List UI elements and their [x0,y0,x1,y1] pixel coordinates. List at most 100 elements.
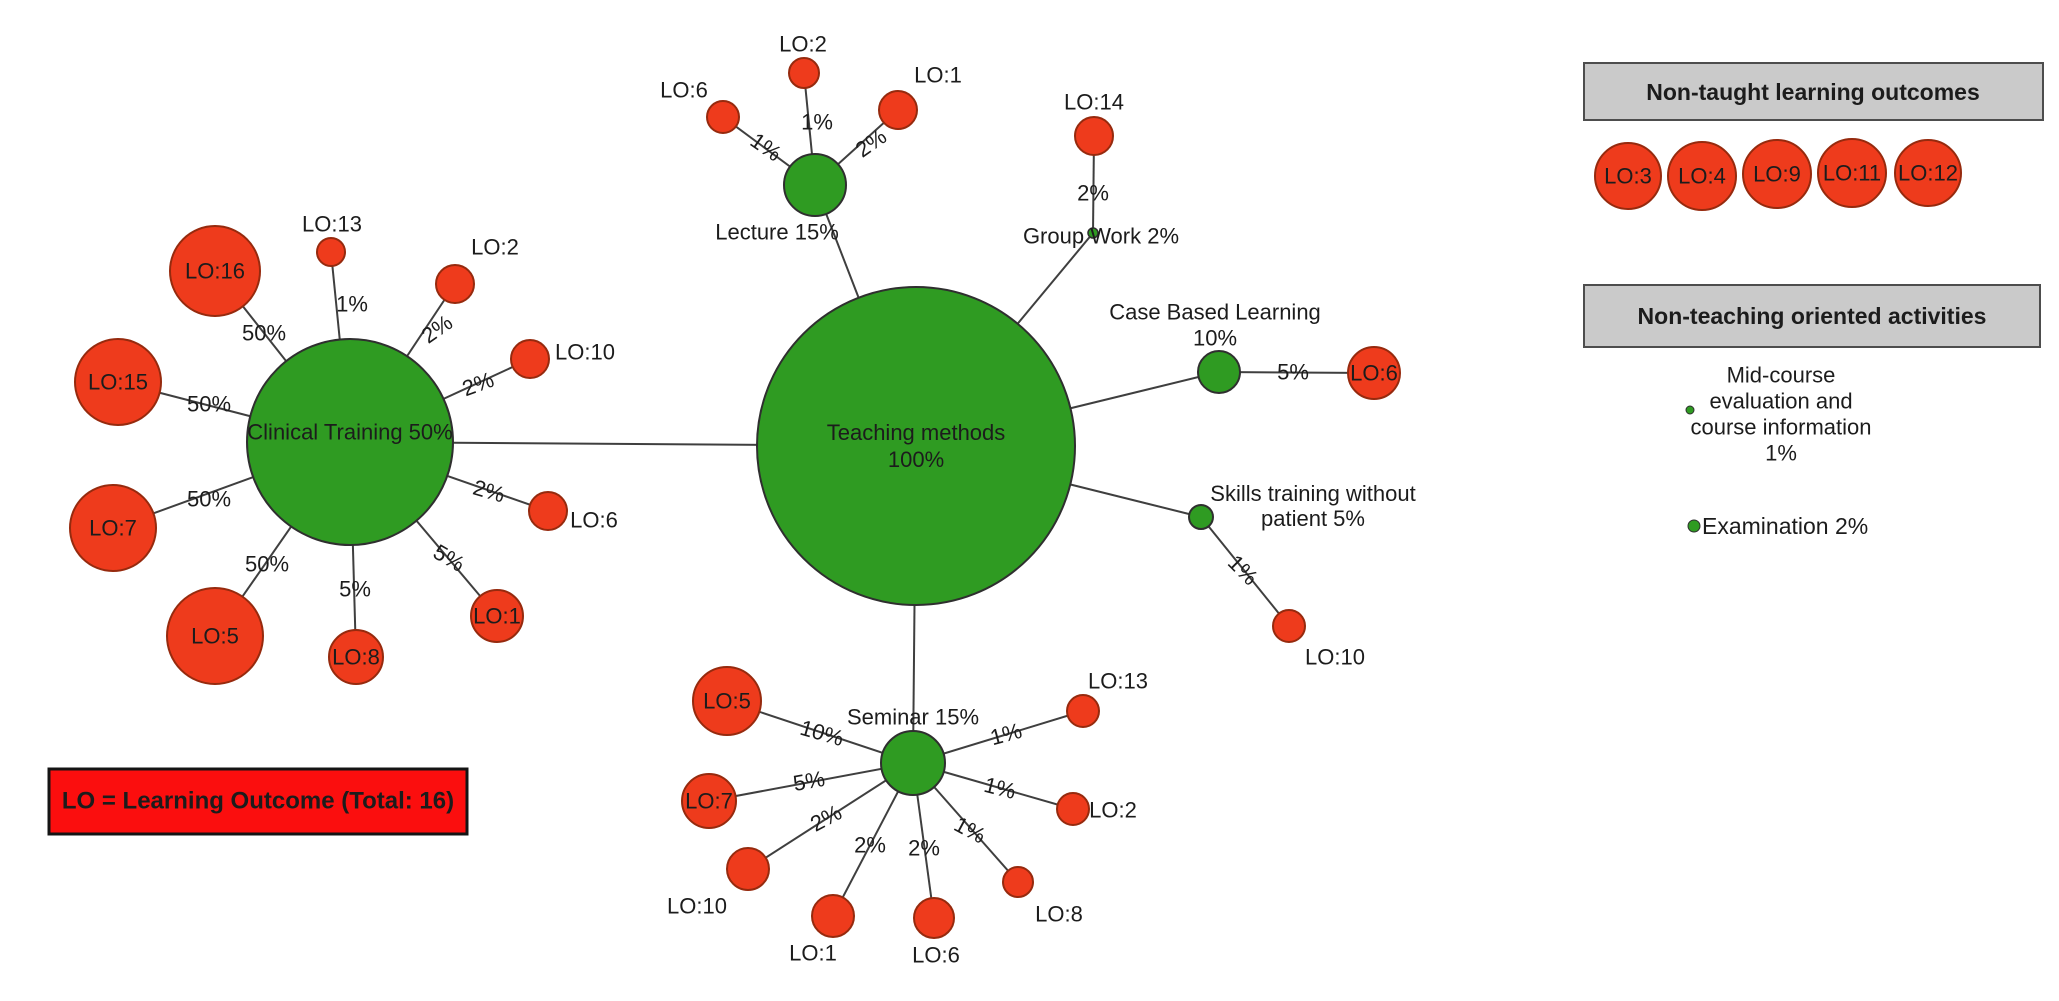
label-sem_lo6: LO:6 [912,943,960,968]
node-clinical [246,338,454,546]
edge-label-clinical-cli_lo2: 2% [417,310,457,349]
label-sem_lo2: LO:2 [1089,798,1137,823]
midcourse-label-line3: course information [1691,415,1872,440]
node-cli_lo15 [74,338,162,426]
label-cli_lo2: LO:2 [471,235,519,260]
label-cli_lo5: LO:5 [191,624,239,649]
edge-label-clinical-cli_lo1: 5% [429,539,469,577]
edge-seminar-sem_lo7 [708,762,914,802]
node-lo14 [1074,116,1114,156]
label-cli_lo10: LO:10 [555,340,615,365]
midcourse-label-line4: 1% [1765,441,1797,466]
legend-node-label: LO:4 [1678,164,1726,189]
label-sem_lo1: LO:1 [789,941,837,966]
key-box-label: LO = Learning Outcome (Total: 16) [62,788,454,815]
legend-node-LO-11 [1817,138,1887,208]
legend-node-label: LO:11 [1823,161,1881,186]
node-sem_lo6 [913,897,955,939]
edge-label-skills-skl_lo10: 1% [1223,550,1263,590]
node-cli_lo7 [69,484,157,572]
label-skills-line2: patient 5% [1261,506,1365,531]
node-lec_lo6 [706,100,740,134]
label-lec_lo6: LO:6 [660,78,708,103]
legend-non-teaching-title: Non-teaching oriented activities [1638,303,1987,329]
examination-dot [1687,519,1701,533]
edge-label-clinical-cli_lo10: 2% [459,367,497,401]
node-sem_lo10 [726,847,770,891]
legend-non-taught-box [1583,62,2044,121]
label-cbl_lo6: LO:6 [1350,361,1398,386]
node-groupwork [1087,227,1099,239]
legend-node-label: LO:3 [1604,164,1652,189]
edge-label-seminar-sem_lo1: 2% [854,833,886,858]
edge-label-seminar-sem_lo5: 10% [797,715,846,751]
midcourse-label-line1: Mid-course [1727,363,1836,388]
node-sem_lo5 [692,666,762,736]
node-cli_lo13 [316,237,346,267]
node-cli_lo8 [328,629,384,685]
node-sem_lo7 [681,773,737,829]
edge-label-seminar-sem_lo10: 2% [806,799,846,836]
node-sem_lo13 [1066,694,1100,728]
edge-label-seminar-sem_lo2: 1% [982,772,1019,804]
node-lec_lo2 [788,57,820,89]
edge-label-clinical-cli_lo13: 1% [336,292,368,317]
label-cli_lo16: LO:16 [185,259,245,284]
edge-label-clinical-cli_lo15: 50% [187,392,231,417]
node-lec_lo1 [878,90,918,130]
label-cli_lo7: LO:7 [89,516,137,541]
label-lec_lo1: LO:1 [914,63,962,88]
label-cli_lo13: LO:13 [302,212,362,237]
label-cli_lo8: LO:8 [332,645,380,670]
node-seminar [880,730,946,796]
label-lec_lo2: LO:2 [779,32,827,57]
edge-label-clinical-cli_lo8: 5% [339,577,371,602]
label-sem_lo10: LO:10 [667,894,727,919]
label-skl_lo10: LO:10 [1305,645,1365,670]
label-sem_lo8: LO:8 [1035,902,1083,927]
legend-node-LO-12 [1894,139,1962,207]
node-cli_lo6 [528,491,568,531]
label-cbl-line1: Case Based Learning [1109,300,1321,325]
key-box [47,767,469,836]
node-sem_lo2 [1056,792,1090,826]
node-teaching [756,286,1076,606]
edge-label-seminar-sem_lo6: 2% [908,836,940,861]
legend-node-LO-9 [1742,139,1812,209]
node-cli_lo2 [435,264,475,304]
examination-label: Examination 2% [1702,513,1868,539]
label-cbl-line2: 10% [1193,326,1237,351]
legend-node-LO-4 [1667,141,1737,211]
legend-non-teaching-box [1583,284,2041,348]
legend-node-label: LO:9 [1753,162,1801,187]
edge-label-clinical-cli_lo16: 50% [242,321,286,346]
node-skl_lo10 [1272,609,1306,643]
label-clinical: Clinical Training 50% [247,420,452,445]
label-teaching-line1: Teaching methods [827,420,1006,445]
midcourse-dot [1685,405,1695,415]
legend-node-label: LO:12 [1898,161,1958,186]
edge-label-seminar-sem_lo7: 5% [791,766,827,796]
node-cli_lo5 [166,587,264,685]
label-sem_lo13: LO:13 [1088,669,1148,694]
edge-label-cbl-cbl_lo6: 5% [1277,360,1309,385]
node-cbl [1197,350,1241,394]
edge-label-clinical-cli_lo7: 50% [187,487,231,512]
label-sem_lo7: LO:7 [685,789,733,814]
node-lecture [783,153,847,217]
node-cli_lo10 [510,339,550,379]
label-lecture: Lecture 15% [715,220,839,245]
label-groupwork: Group Work 2% [1023,224,1179,249]
midcourse-label-line2: evaluation and [1709,389,1852,414]
label-skills-line1: Skills training without [1210,481,1415,506]
node-sem_lo1 [811,894,855,938]
node-skills [1188,504,1214,530]
edge-label-lecture-lec_lo1: 2% [851,124,891,163]
edge-label-lecture-lec_lo2: 1% [801,110,833,135]
node-cli_lo1 [470,589,524,643]
label-cli_lo15: LO:15 [88,370,148,395]
legend-non-taught-title: Non-taught learning outcomes [1646,79,1980,105]
label-teaching-line2: 100% [888,447,944,472]
label-cli_lo6: LO:6 [570,508,618,533]
